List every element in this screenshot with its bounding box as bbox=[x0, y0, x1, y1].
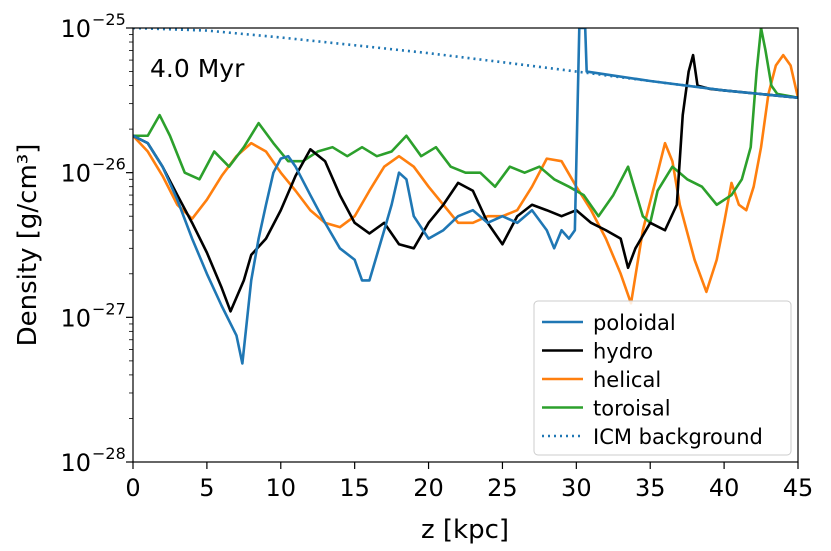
plot-frame bbox=[132, 27, 799, 463]
legend-entries: poloidal hydro helical toroisal ICM backgrou… bbox=[542, 311, 763, 449]
y-tick-exponent: −27 bbox=[92, 299, 126, 318]
y-tick-label: 10 bbox=[60, 304, 91, 332]
y-tick-exponent: −28 bbox=[92, 444, 126, 463]
x-tick-label: 0 bbox=[125, 474, 140, 502]
legend-label: ICM background bbox=[593, 425, 763, 449]
legend-label: poloidal bbox=[593, 311, 676, 335]
y-tick-exponent: −26 bbox=[92, 155, 126, 174]
x-tick-label: 10 bbox=[266, 474, 297, 502]
x-tick-label: 30 bbox=[561, 474, 592, 502]
legend: poloidal hydro helical toroisal ICM backgrou… bbox=[533, 300, 792, 456]
x-axis-label: z [kpc] bbox=[421, 515, 509, 545]
legend-label: hydro bbox=[593, 340, 653, 364]
legend-label: toroisal bbox=[593, 397, 671, 421]
legend-box bbox=[533, 300, 792, 456]
series-toroisal-line bbox=[133, 28, 798, 225]
y-tick-label: 10 bbox=[60, 15, 91, 43]
x-axis: 0 5 10 15 20 25 30 35 40 45 bbox=[125, 462, 813, 502]
series-hydro-line bbox=[133, 53, 798, 313]
x-tick-label: 35 bbox=[635, 474, 666, 502]
y-tick-exponent: −25 bbox=[92, 10, 126, 29]
series-poloidal-line bbox=[133, 28, 798, 365]
y-axis-label: Density [g/cm³] bbox=[13, 144, 43, 347]
legend-label: helical bbox=[593, 368, 661, 392]
series-helical-line bbox=[133, 53, 798, 305]
x-tick-label: 40 bbox=[709, 474, 740, 502]
y-tick-label: 10 bbox=[60, 160, 91, 188]
annotation-time: 4.0 Myr bbox=[150, 54, 245, 83]
x-tick-label: 20 bbox=[413, 474, 444, 502]
x-tick-label: 25 bbox=[487, 474, 518, 502]
x-tick-label: 5 bbox=[199, 474, 214, 502]
x-tick-label: 45 bbox=[783, 474, 814, 502]
y-tick-label: 10 bbox=[60, 449, 91, 477]
series-layer bbox=[133, 28, 798, 365]
x-tick-label: 15 bbox=[339, 474, 370, 502]
